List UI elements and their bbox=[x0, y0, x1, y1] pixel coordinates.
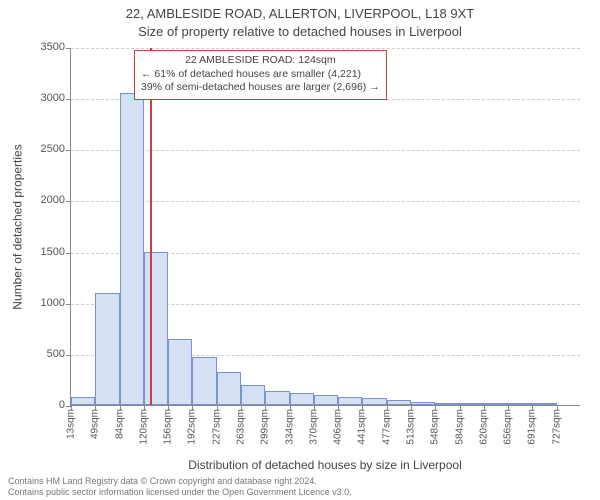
ytick-label: 500 bbox=[47, 348, 71, 360]
annotation-line1: 22 AMBLESIDE ROAD: 124sqm bbox=[141, 54, 380, 68]
xtick-label: 370sqm bbox=[308, 409, 319, 445]
xtick-label: 584sqm bbox=[454, 409, 465, 445]
title-line2: Size of property relative to detached ho… bbox=[0, 24, 600, 39]
ytick-label: 3000 bbox=[41, 92, 71, 104]
y-axis-label-text: Number of detached properties bbox=[11, 144, 25, 309]
ytick-label: 3500 bbox=[41, 41, 71, 53]
histogram-bar bbox=[338, 397, 362, 405]
histogram-bar bbox=[71, 397, 95, 405]
histogram-bar bbox=[387, 400, 411, 405]
gridline bbox=[71, 150, 580, 151]
xtick-label: 656sqm bbox=[503, 409, 514, 445]
xtick-label: 548sqm bbox=[430, 409, 441, 445]
ytick-label: 1000 bbox=[41, 297, 71, 309]
histogram-bar bbox=[290, 393, 314, 405]
footer-line1: Contains HM Land Registry data © Crown c… bbox=[8, 476, 592, 487]
xtick-label: 406sqm bbox=[333, 409, 344, 445]
xtick-label: 727sqm bbox=[551, 409, 562, 445]
histogram-bar bbox=[241, 385, 265, 405]
ytick-label: 1500 bbox=[41, 246, 71, 258]
histogram-bar bbox=[362, 398, 386, 405]
gridline bbox=[71, 201, 580, 202]
xtick-label: 13sqm bbox=[66, 409, 77, 439]
xtick-label: 156sqm bbox=[163, 409, 174, 445]
histogram-bar bbox=[144, 252, 168, 405]
xtick-label: 263sqm bbox=[236, 409, 247, 445]
xtick-label: 691sqm bbox=[527, 409, 538, 445]
reference-line bbox=[150, 48, 152, 405]
title-line1: 22, AMBLESIDE ROAD, ALLERTON, LIVERPOOL,… bbox=[0, 6, 600, 21]
histogram-bar bbox=[532, 403, 556, 405]
histogram-bar bbox=[192, 357, 216, 405]
xtick-label: 477sqm bbox=[381, 409, 392, 445]
annotation-line3: 39% of semi-detached houses are larger (… bbox=[141, 81, 380, 95]
histogram-bar bbox=[168, 339, 192, 405]
xtick-label: 620sqm bbox=[478, 409, 489, 445]
xtick-label: 227sqm bbox=[211, 409, 222, 445]
xtick-label: 120sqm bbox=[138, 409, 149, 445]
xtick-label: 441sqm bbox=[357, 409, 368, 445]
ytick-label: 2000 bbox=[41, 194, 71, 206]
x-axis-label: Distribution of detached houses by size … bbox=[70, 458, 580, 472]
xtick-label: 299sqm bbox=[260, 409, 271, 445]
figure: 22, AMBLESIDE ROAD, ALLERTON, LIVERPOOL,… bbox=[0, 0, 600, 500]
xtick-label: 49sqm bbox=[90, 409, 101, 439]
xtick-label: 84sqm bbox=[114, 409, 125, 439]
annotation-box: 22 AMBLESIDE ROAD: 124sqm ← 61% of detac… bbox=[134, 50, 387, 100]
gridline bbox=[71, 48, 580, 49]
histogram-bar bbox=[435, 403, 459, 405]
annotation-line2: ← 61% of detached houses are smaller (4,… bbox=[141, 68, 380, 82]
footer: Contains HM Land Registry data © Crown c… bbox=[8, 476, 592, 499]
xtick-label: 334sqm bbox=[284, 409, 295, 445]
plot-area: 050010001500200025003000350013sqm49sqm84… bbox=[70, 48, 580, 406]
histogram-bar bbox=[460, 403, 484, 405]
footer-line2: Contains public sector information licen… bbox=[8, 487, 592, 498]
histogram-bar bbox=[95, 293, 119, 406]
histogram-bar bbox=[120, 93, 144, 405]
histogram-bar bbox=[411, 402, 435, 405]
y-axis-label: Number of detached properties bbox=[10, 48, 26, 406]
ytick-label: 2500 bbox=[41, 143, 71, 155]
xtick-label: 192sqm bbox=[187, 409, 198, 445]
histogram-bar bbox=[508, 403, 532, 405]
histogram-bar bbox=[314, 395, 338, 405]
xtick-label: 513sqm bbox=[406, 409, 417, 445]
histogram-bar bbox=[217, 372, 241, 405]
histogram-bar bbox=[484, 403, 508, 405]
histogram-bar bbox=[265, 391, 289, 405]
